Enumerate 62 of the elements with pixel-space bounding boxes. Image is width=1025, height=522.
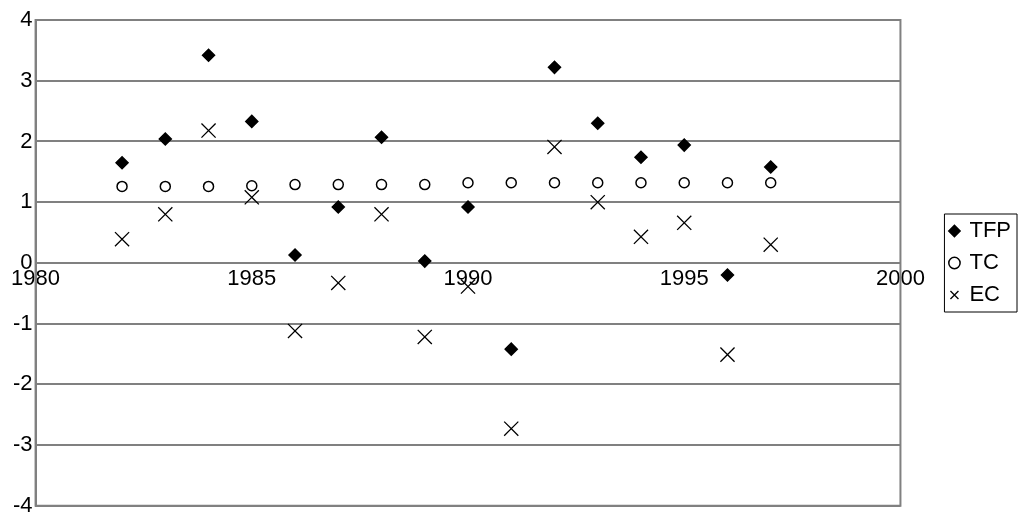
- x-tick-label: 1990: [443, 265, 493, 291]
- y-tick-label: -3: [13, 431, 33, 457]
- point: [546, 139, 563, 155]
- point: [720, 268, 735, 282]
- point: [591, 176, 604, 189]
- point: [288, 248, 302, 262]
- point: [504, 342, 518, 356]
- point: [719, 346, 736, 363]
- point: [374, 130, 389, 144]
- y-tick-label: 2: [20, 127, 33, 153]
- point: [633, 229, 649, 245]
- y-tick-label: -2: [13, 370, 33, 396]
- point: [157, 206, 174, 223]
- point: [116, 180, 128, 193]
- point: [331, 200, 346, 214]
- legend-label: TFP: [969, 217, 1012, 243]
- y-tick-label: -1: [13, 309, 33, 335]
- point: [721, 176, 734, 189]
- x-tick-label: 1985: [227, 265, 277, 291]
- point: [332, 178, 345, 191]
- y-tick-label: -4: [13, 491, 33, 517]
- x-tick-label: 1995: [659, 265, 709, 291]
- point: [289, 178, 301, 191]
- y-tick-label: 1: [20, 188, 33, 214]
- point: [763, 236, 779, 253]
- point: [159, 180, 172, 193]
- point: [373, 206, 390, 223]
- point: [634, 150, 648, 164]
- y-tick-label: 3: [20, 66, 33, 92]
- point: [678, 176, 690, 189]
- point: [763, 160, 778, 174]
- point: [375, 178, 388, 191]
- legend-label: TC: [969, 249, 999, 275]
- point: [635, 176, 647, 189]
- legend-label: EC: [969, 281, 1001, 307]
- point: [590, 194, 606, 210]
- point: [590, 116, 605, 130]
- point: [245, 114, 259, 129]
- point: [200, 122, 217, 139]
- point: [764, 176, 777, 189]
- x-tick-label: 2000: [875, 265, 925, 291]
- point: [505, 176, 517, 189]
- point: [418, 254, 432, 268]
- point: [676, 215, 692, 231]
- point: [548, 176, 561, 189]
- point: [461, 200, 475, 214]
- point: [677, 138, 691, 152]
- y-tick-label: 4: [20, 6, 33, 32]
- point: [246, 180, 258, 192]
- point: [158, 132, 173, 146]
- point: [114, 231, 130, 247]
- point: [115, 155, 129, 170]
- point: [462, 176, 474, 189]
- point: [419, 178, 431, 191]
- point: [547, 60, 562, 75]
- point: [330, 275, 346, 291]
- point: [503, 420, 519, 437]
- point: [202, 180, 215, 193]
- point: [201, 48, 216, 62]
- point: [287, 323, 303, 339]
- point: [244, 189, 260, 206]
- point: [417, 329, 433, 345]
